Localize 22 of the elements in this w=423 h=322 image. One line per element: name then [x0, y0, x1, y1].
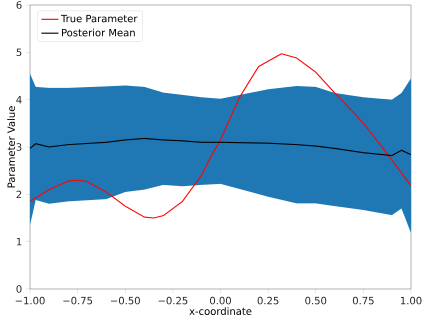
y-tick-label: 3: [16, 143, 22, 151]
x-tick-label: −0.50: [110, 296, 140, 304]
x-tick-label: 1.00: [400, 296, 422, 304]
x-axis-title: x-coordinate: [189, 307, 252, 315]
legend-label: True Parameter: [60, 14, 138, 22]
x-tick-label: −1.00: [16, 296, 45, 304]
y-tick-label: 1: [16, 238, 22, 246]
y-tick-label: 4: [16, 96, 22, 104]
line-series: [30, 53, 411, 219]
y-axis-title: Parameter Value: [7, 106, 15, 188]
y-tick-label: 6: [16, 1, 22, 9]
y-tick-label: 2: [16, 190, 22, 198]
line-series: [30, 138, 411, 156]
x-tick-label: 0.25: [258, 296, 278, 304]
x-tick-label: 0.50: [305, 296, 326, 304]
x-tick-label: 0.00: [210, 296, 231, 304]
x-tick-label: 0.75: [352, 296, 374, 304]
x-tick-label: −0.25: [158, 296, 188, 304]
y-tick-label: 5: [16, 48, 22, 56]
x-tick-label: −0.75: [63, 296, 92, 304]
legend-label: Posterior Mean: [62, 28, 135, 36]
y-tick-label: 0: [16, 285, 22, 293]
